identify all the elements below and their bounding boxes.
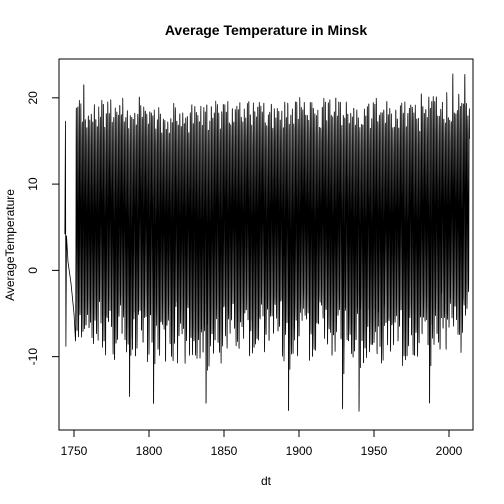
x-tick-label: 2000	[436, 444, 463, 458]
x-tick-label: 1900	[286, 444, 313, 458]
y-axis: -10 0 10 20	[26, 91, 59, 366]
y-axis-label: AverageTemperature	[3, 189, 17, 301]
y-tick-label: 10	[26, 177, 40, 191]
plot-frame	[58, 58, 474, 431]
x-tick-label: 1950	[361, 444, 388, 458]
plot-area	[64, 73, 470, 412]
series-line-average-temperature	[64, 73, 470, 412]
y-tick-label: 0	[26, 267, 40, 274]
y-tick-label: -10	[26, 348, 40, 366]
y-tick-label: 20	[26, 91, 40, 105]
x-tick-label: 1850	[211, 444, 238, 458]
x-axis-label: dt	[261, 474, 272, 488]
x-tick-label: 1750	[61, 444, 88, 458]
chart-title: Average Temperature in Minsk	[165, 22, 368, 38]
x-tick-label: 1800	[136, 444, 163, 458]
x-axis: 1750 1800 1850 1900 1950 2000	[61, 430, 463, 458]
